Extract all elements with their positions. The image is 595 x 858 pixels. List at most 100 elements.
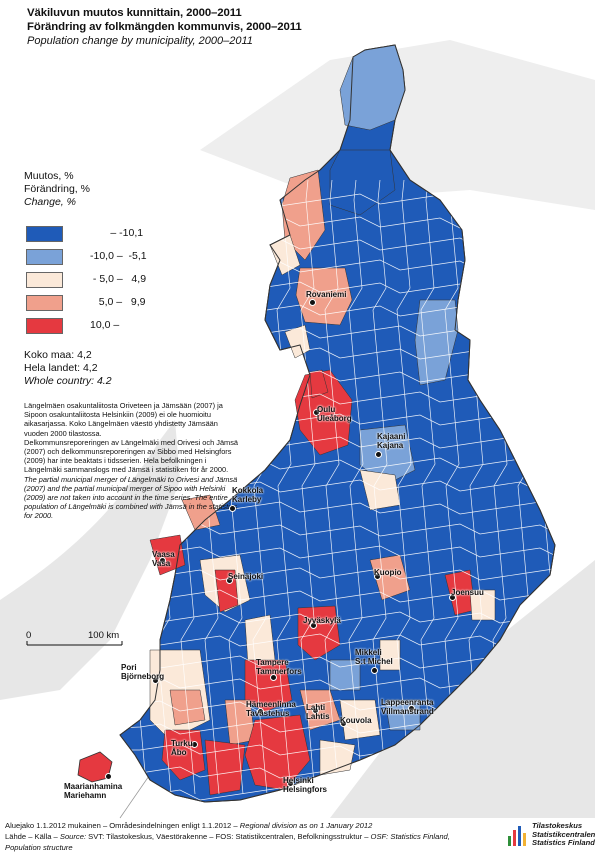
- finland-outline-stroke: [119, 44, 556, 803]
- footer-regional-division: Aluejako 1.1.2012 mukainen – Områdesinde…: [5, 820, 510, 831]
- whole-country-fi: Koko maa: 4,2: [24, 349, 92, 361]
- city-label: Maarianhamina Mariehamn: [64, 782, 123, 800]
- city-dot: [310, 622, 317, 629]
- city-label: Kouvola: [340, 716, 372, 725]
- city-label: Joensuu: [451, 588, 484, 597]
- city-label: Tampere Tammerfors: [256, 658, 302, 676]
- statistics-finland-logo: Tilastokeskus Statistikcentralen Statist…: [506, 821, 595, 852]
- footer-source-line: Lähde – Källa – Source: SVT: Tilastokesk…: [5, 831, 510, 842]
- city-dot: [374, 573, 381, 580]
- city-dot: [309, 299, 316, 306]
- municipality-patch: [469, 589, 496, 621]
- neighbouring-land-north: [200, 40, 595, 210]
- logo-line-2: Statistikcentralen: [532, 829, 595, 839]
- municipality-patch: [309, 369, 329, 399]
- whole-country-value: Koko maa: 4,2 Hela landet: 4,2 Whole cou…: [24, 349, 112, 388]
- city-dot: [287, 780, 294, 787]
- legend-label: - 5,0 – 4,9: [90, 273, 147, 285]
- city-label: Seinäjoki: [228, 572, 264, 581]
- legend-heading-sv: Förändring, %: [24, 183, 90, 195]
- border-line: [372, 179, 388, 795]
- border-line: [324, 179, 340, 795]
- legend-heading-fi: Muutos, %: [24, 170, 74, 182]
- city-dot: [229, 505, 236, 512]
- city-label: Kuopio: [374, 568, 402, 577]
- city-dot: [257, 708, 264, 715]
- neighbouring-land: [0, 420, 180, 700]
- municipality-patch: [359, 424, 416, 486]
- scale-zero-label: 0: [26, 630, 32, 641]
- city-dot: [408, 705, 415, 712]
- footer-line2-a: Lähde – Källa –: [5, 832, 60, 841]
- municipality-patch: [295, 267, 353, 326]
- legend-swatch: [26, 249, 63, 265]
- footer-source: Aluejako 1.1.2012 mukainen – Områdesinde…: [5, 820, 510, 853]
- footer-line1-a: Aluejako 1.1.2012 mukainen – Områdesinde…: [5, 821, 240, 830]
- legend-label: – -10,1: [90, 227, 144, 239]
- legend-swatch: [26, 295, 63, 311]
- city-dot: [105, 773, 112, 780]
- city-dot: [270, 674, 277, 681]
- note-english: The partial municipal merger of Längelmä…: [24, 474, 238, 521]
- city-label: Kajaani Kajana: [377, 432, 406, 450]
- logo-text: Tilastokeskus Statistikcentralen Statist…: [532, 821, 595, 848]
- city-label: Oulu Uleåborg: [317, 405, 352, 423]
- municipality-patch: [319, 739, 356, 776]
- city-dot: [371, 667, 378, 674]
- footer-line2-b: Source:: [59, 832, 87, 841]
- border-line: [300, 179, 316, 795]
- city-dot: [375, 451, 382, 458]
- city-dot: [312, 707, 319, 714]
- legend-heading-en: Change, %: [24, 196, 76, 208]
- footer-line3: Population structure: [5, 843, 73, 852]
- city-label: Turku Åbo: [171, 739, 193, 757]
- municipality-patch: [294, 369, 353, 456]
- legend-label: 10,0 –: [90, 319, 120, 331]
- city-label: Jyväskylä: [303, 616, 341, 625]
- border-line: [120, 589, 555, 603]
- municipality-patch: [299, 689, 341, 731]
- city-dot: [313, 409, 320, 416]
- city-label: Kokkola Karleby: [232, 486, 264, 504]
- legend-heading: Muutos, % Förändring, % Change, %: [24, 170, 214, 209]
- city-label: Rovaniemi: [306, 290, 347, 299]
- title-finnish: Väkiluvun muutos kunnittain, 2000–2011: [27, 7, 242, 19]
- city-dot: [340, 720, 347, 727]
- neighbouring-land-east: [330, 560, 595, 818]
- city-label: Pori Björneborg: [121, 663, 165, 681]
- city-dot: [152, 677, 159, 684]
- footer-line1-b: Regional division as on 1 January 2012: [239, 821, 373, 830]
- border-line: [348, 179, 364, 795]
- scale-labels: 0 100 km: [26, 625, 126, 647]
- border-line: [120, 545, 555, 559]
- municipality-patch: [169, 689, 206, 726]
- legend-swatch: [26, 318, 63, 334]
- city-label: Helsinki Helsingfors: [283, 776, 328, 794]
- city-dot: [226, 577, 233, 584]
- municipality-patch: [369, 554, 411, 601]
- map-legend: Muutos, % Förändring, % Change, % – -10,…: [24, 170, 214, 334]
- legend-label: 5,0 – 9,9: [90, 296, 146, 308]
- scale-distance-label: 100 km: [88, 630, 120, 641]
- note-finnish: Längelmäen osakuntaliitosta Oriveteen ja…: [24, 401, 223, 438]
- border-line: [276, 179, 292, 795]
- border-line: [444, 179, 460, 795]
- note-swedish: Delkommunsreporeringen av Längelmäki med…: [24, 437, 239, 475]
- scale-bar: [26, 641, 123, 646]
- city-dot: [191, 741, 198, 748]
- title-english: Population change by municipality, 2000–…: [27, 35, 253, 47]
- logo-line-1: Tilastokeskus: [532, 821, 583, 830]
- footer-line2-d: OSF: Statistics Finland,: [370, 832, 450, 841]
- footer-line2-c: SVT: Tilastokeskus, Väestörakenne – FOS:…: [86, 832, 371, 841]
- map-title-block: Väkiluvun muutos kunnittain, 2000–2011 F…: [27, 6, 357, 48]
- legend-label: -10,0 – -5,1: [90, 250, 147, 262]
- merger-note: Längelmäen osakuntaliitosta Oriveteen ja…: [24, 401, 239, 521]
- city-label: Hämeenlinna Tavastehus: [246, 700, 296, 718]
- logo-mark-icon: [508, 826, 526, 846]
- municipality-patch: [284, 324, 311, 359]
- border-line: [120, 611, 555, 625]
- border-line: [120, 567, 555, 581]
- whole-country-en: Whole country: 4.2: [24, 375, 112, 387]
- logo-line-3: Statistics Finland: [532, 838, 595, 848]
